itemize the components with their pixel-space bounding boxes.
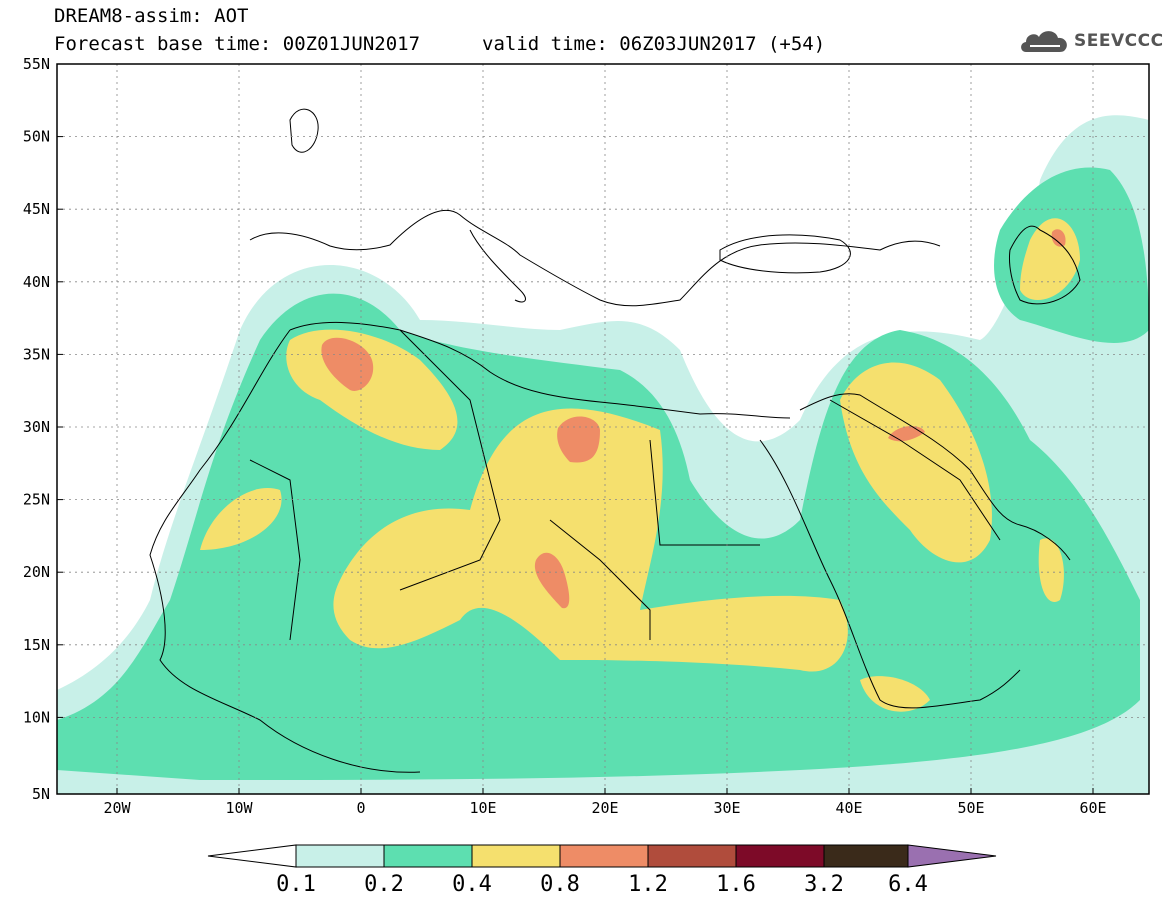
aot-band-0.4-central: [333, 408, 848, 672]
aot-band-0.4-mideast: [840, 362, 992, 563]
aot-fields: [57, 115, 1149, 794]
lat-label: 5N: [32, 785, 50, 803]
border-sahara-2: [399, 329, 501, 591]
colorbar-label: 0.2: [364, 872, 404, 897]
tick-marks: [57, 63, 1094, 795]
lat-label: 35N: [23, 345, 50, 363]
coast-red-sea: [759, 439, 1021, 709]
colorbar-segment: [823, 844, 909, 868]
lon-label: 60E: [1079, 799, 1106, 817]
lon-label: 20W: [103, 799, 131, 817]
colorbar-segment: [559, 844, 649, 868]
aot-band-0.8-chad: [534, 552, 570, 609]
seevccc-logo: SEEVCCC: [1018, 24, 1163, 58]
coast-africa-north: [289, 321, 791, 419]
colorbar: [207, 844, 997, 868]
lon-label: 20E: [591, 799, 618, 817]
lat-label: 40N: [23, 273, 50, 291]
lon-label: 30E: [713, 799, 740, 817]
cloud-icon: [1021, 31, 1067, 52]
colorbar-segment: [471, 844, 561, 868]
colorbar-label: 1.2: [628, 872, 668, 897]
colorbar-segment: [735, 844, 825, 868]
lat-label: 55N: [23, 55, 50, 73]
lat-label: 45N: [23, 200, 50, 218]
aot-band-0.8-libya: [557, 416, 600, 463]
aot-band-0.4-gulf-aden: [860, 676, 930, 712]
lat-label: 20N: [23, 563, 50, 581]
border-sahara-1: [249, 459, 301, 641]
colorbar-segment: [383, 844, 473, 868]
colorbar-label: 0.4: [452, 872, 492, 897]
graticule: [57, 64, 1149, 794]
lon-label: 0: [356, 799, 365, 817]
lat-label: 50N: [23, 128, 50, 146]
aot-band-0.4-arabia-se: [1038, 538, 1064, 602]
colorbar-segment: [295, 844, 385, 868]
coast-uk: [289, 108, 319, 153]
colorbar-label: 1.6: [716, 872, 756, 897]
lon-label: 40E: [835, 799, 862, 817]
map-title: DREAM8-assim: AOT: [54, 5, 249, 27]
lat-label: 10N: [23, 708, 50, 726]
colorbar-label: 0.8: [540, 872, 580, 897]
colorbar-label: 6.4: [888, 872, 928, 897]
colorbar-over-arrow: [907, 844, 997, 868]
coastlines: [149, 108, 1081, 773]
colorbar-segment: [647, 844, 737, 868]
lon-label: 50E: [957, 799, 984, 817]
valid-time: valid time: 06Z03JUN2017 (+54): [482, 33, 826, 55]
lat-label: 15N: [23, 636, 50, 654]
coast-caspian: [1009, 225, 1081, 305]
border-sahara-3: [549, 519, 651, 640]
coast-europe: [249, 209, 941, 307]
aot-band-0.8-iraq: [888, 426, 925, 442]
lon-labels: 20W 10W 0 10E 20E 30E 40E 50E 60E: [103, 799, 1106, 817]
aot-band-0.4-w: [200, 488, 282, 550]
colorbar-label: 0.1: [276, 872, 316, 897]
coast-africa-west: [149, 329, 421, 773]
lon-label: 10W: [225, 799, 253, 817]
lat-label: 30N: [23, 418, 50, 436]
coast-black-sea: [719, 234, 851, 274]
map-frame: [56, 63, 1150, 795]
border-arabia: [829, 399, 1001, 541]
lat-label: 25N: [23, 491, 50, 509]
aot-band-0.8-algeria: [321, 337, 374, 391]
coast-italy: [469, 229, 526, 303]
logo-text: SEEVCCC: [1074, 31, 1164, 51]
coast-arabia: [799, 393, 1071, 561]
aot-band-0.8-caspian: [1051, 229, 1066, 247]
colorbar-label: 3.2: [804, 872, 844, 897]
lon-label: 10E: [469, 799, 496, 817]
lat-labels: 55N 50N 45N 40N 35N 30N 25N 20N 15N 10N …: [23, 55, 50, 803]
colorbar-under-arrow: [207, 844, 297, 868]
forecast-base-time: Forecast base time: 00Z01JUN2017: [54, 33, 421, 55]
